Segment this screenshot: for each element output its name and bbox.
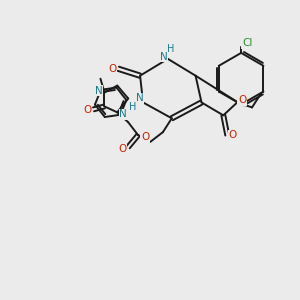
Text: N: N (94, 85, 102, 96)
Text: H: H (130, 102, 137, 112)
Text: N: N (119, 109, 127, 119)
Text: N: N (136, 94, 144, 103)
Text: O: O (228, 130, 236, 140)
Text: O: O (83, 105, 92, 116)
Text: O: O (118, 144, 126, 154)
Text: Cl: Cl (242, 38, 252, 48)
Text: O: O (108, 64, 116, 74)
Text: O: O (141, 132, 149, 142)
Text: O: O (238, 95, 246, 106)
Text: N: N (160, 52, 168, 62)
Text: H: H (167, 44, 175, 54)
